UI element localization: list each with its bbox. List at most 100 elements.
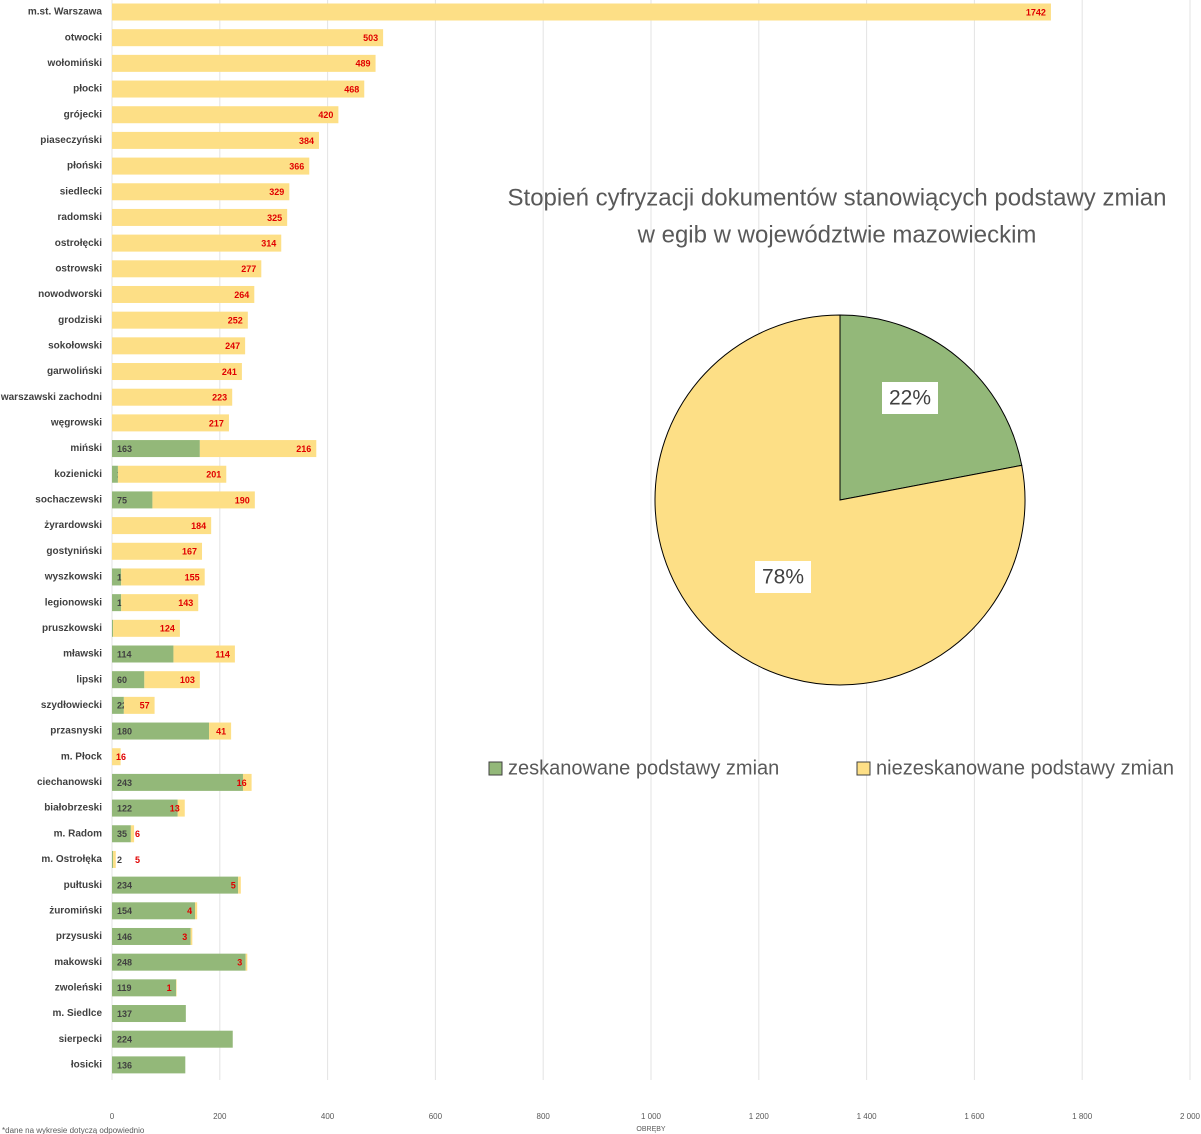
- bar-segment: [112, 234, 282, 252]
- footnote: *dane na wykresie dotyczą odpowiednio: [2, 1126, 145, 1134]
- category-label: szydłowiecki: [41, 700, 102, 711]
- value-label: 190: [235, 495, 250, 505]
- bar-segment: [112, 54, 376, 72]
- value-label: 468: [344, 84, 359, 94]
- category-label: nowodworski: [38, 289, 102, 300]
- value-label: 35: [117, 829, 127, 839]
- value-label: 2: [117, 855, 122, 865]
- bar-segment: [112, 979, 177, 997]
- bar-segment: [238, 876, 241, 894]
- bar-segment: [112, 131, 319, 149]
- value-label: 16: [237, 778, 247, 788]
- x-tick-label: 200: [213, 1112, 227, 1121]
- bar-segment: [177, 799, 185, 817]
- bar-segment: [112, 619, 114, 637]
- bar-segment: [112, 825, 131, 843]
- bar-segment: [112, 594, 122, 612]
- bar-segment: [152, 491, 255, 509]
- bar-segment: [112, 363, 242, 381]
- category-label: białobrzeski: [44, 803, 102, 814]
- x-tick-label: 800: [537, 1112, 551, 1121]
- value-label: 243: [117, 778, 132, 788]
- category-label: lipski: [76, 674, 102, 685]
- value-label: 420: [318, 110, 333, 120]
- bar-segment: [199, 440, 317, 458]
- category-label: makowski: [54, 957, 102, 968]
- category-label: m. Płock: [61, 751, 103, 762]
- bar-segment: [112, 208, 288, 226]
- category-label: otwocki: [65, 32, 102, 43]
- bar-segment: [112, 902, 196, 920]
- bar-segment: [112, 465, 118, 483]
- x-tick-label: 1 600: [964, 1112, 985, 1121]
- bar-segment: [245, 953, 248, 971]
- bar-segment: [112, 311, 248, 329]
- category-label: warszawski zachodni: [0, 392, 102, 403]
- bar-segment: [112, 696, 124, 714]
- value-label: 180: [117, 726, 132, 736]
- value-label: 60: [117, 675, 127, 685]
- category-label: legionowski: [45, 597, 102, 608]
- value-label: 4: [187, 906, 192, 916]
- value-label: 6: [135, 829, 140, 839]
- value-label: 41: [216, 726, 226, 736]
- category-label: grójecki: [64, 109, 103, 120]
- category-label: grodziski: [58, 315, 102, 326]
- value-label: 325: [267, 213, 282, 223]
- value-label: 3: [237, 958, 242, 968]
- bar-segment: [112, 388, 233, 406]
- bar-segment: [112, 1005, 186, 1023]
- bar-segment: [121, 568, 205, 586]
- category-label: siedlecki: [60, 186, 102, 197]
- value-label: 103: [180, 675, 195, 685]
- value-label: 1: [167, 983, 172, 993]
- value-label: 224: [117, 1035, 132, 1045]
- bar-segment: [117, 465, 227, 483]
- category-label: sierpecki: [59, 1034, 103, 1045]
- value-label: 201: [206, 470, 221, 480]
- category-label: zwoleński: [55, 982, 102, 993]
- bar-segment: [112, 183, 290, 201]
- value-label: 489: [356, 59, 371, 69]
- category-label: kozienicki: [54, 469, 102, 480]
- category-label: mławski: [63, 649, 102, 660]
- legend-swatch: [856, 761, 871, 776]
- value-label: 217: [209, 418, 224, 428]
- bar-segment: [112, 80, 365, 98]
- value-label: 241: [222, 367, 237, 377]
- value-label: 143: [178, 598, 193, 608]
- bar-segment: [242, 773, 252, 791]
- value-label: 146: [117, 932, 132, 942]
- category-label: m.st. Warszawa: [28, 7, 103, 18]
- bar-segment: [112, 414, 229, 432]
- value-label: 216: [296, 444, 311, 454]
- label-box: [755, 561, 811, 593]
- category-label: m. Radom: [54, 828, 102, 839]
- category-label: wołomiński: [47, 58, 103, 69]
- bar-segment: [112, 157, 310, 175]
- bar-segment: [112, 285, 255, 303]
- category-label: miński: [70, 443, 102, 454]
- value-label: 13: [170, 803, 180, 813]
- value-label: 247: [225, 341, 240, 351]
- value-label: 75: [117, 495, 127, 505]
- value-label: 154: [117, 906, 132, 916]
- category-label: radomski: [58, 212, 103, 223]
- value-label: 366: [289, 161, 304, 171]
- value-label: 503: [363, 33, 378, 43]
- bar-segment: [173, 645, 235, 663]
- value-label: 248: [117, 958, 132, 968]
- bar-segment: [112, 927, 191, 945]
- value-label: 114: [215, 649, 230, 659]
- category-label: m. Ostrołęka: [41, 854, 102, 865]
- category-label: ostrołęcki: [55, 238, 102, 249]
- bar-segment: [112, 850, 114, 868]
- category-label: pruszkowski: [42, 623, 102, 634]
- category-label: gostyniński: [46, 546, 102, 557]
- value-label: 78%: [762, 566, 804, 589]
- pie-slice: [654, 314, 1026, 686]
- value-label: 277: [241, 264, 256, 274]
- value-label: 22%: [889, 387, 931, 410]
- value-label: 234: [117, 880, 132, 890]
- x-tick-label: 400: [321, 1112, 335, 1121]
